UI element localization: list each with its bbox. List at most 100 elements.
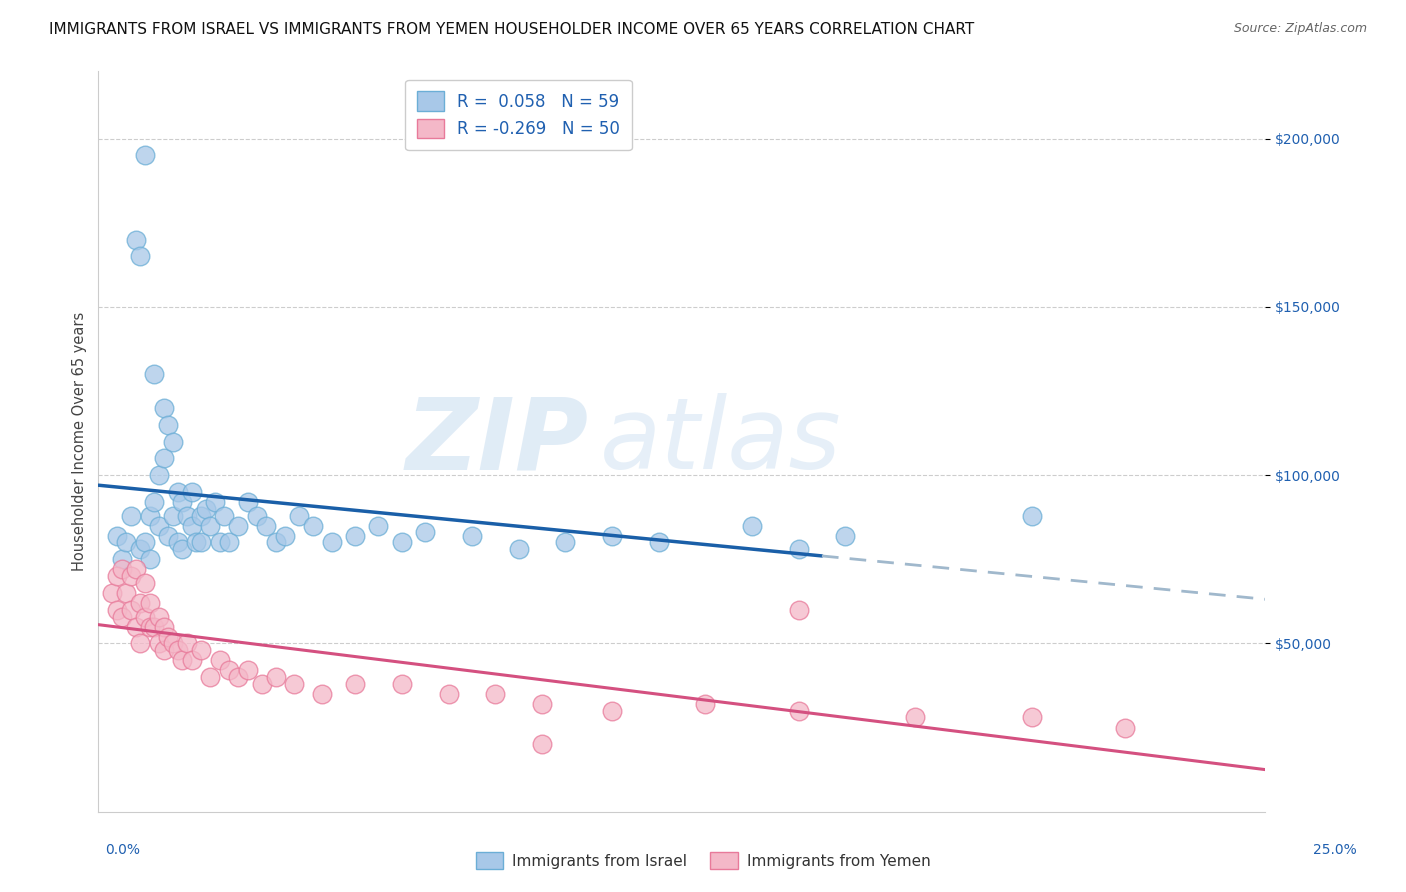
Point — [120, 569, 142, 583]
Point — [148, 468, 170, 483]
Point — [1021, 508, 1043, 523]
Point — [834, 529, 856, 543]
Point — [367, 518, 389, 533]
Point — [125, 562, 148, 576]
Point — [186, 535, 208, 549]
Point — [1021, 710, 1043, 724]
Point — [904, 710, 927, 724]
Point — [115, 535, 138, 549]
Point — [194, 501, 217, 516]
Point — [172, 542, 194, 557]
Point — [143, 368, 166, 382]
Point — [111, 562, 134, 576]
Point — [484, 687, 506, 701]
Point — [148, 609, 170, 624]
Point — [134, 535, 156, 549]
Text: 25.0%: 25.0% — [1313, 843, 1357, 857]
Y-axis label: Householder Income Over 65 years: Householder Income Over 65 years — [72, 312, 87, 571]
Point — [157, 417, 180, 432]
Point — [115, 586, 138, 600]
Point — [1114, 721, 1136, 735]
Point — [129, 636, 152, 650]
Point — [264, 670, 287, 684]
Point — [391, 535, 413, 549]
Point — [111, 609, 134, 624]
Point — [190, 508, 212, 523]
Point — [236, 664, 259, 678]
Point — [120, 603, 142, 617]
Point — [125, 619, 148, 633]
Point — [236, 495, 259, 509]
Point — [264, 535, 287, 549]
Point — [172, 495, 194, 509]
Point — [741, 518, 763, 533]
Point — [139, 552, 162, 566]
Point — [204, 495, 226, 509]
Point — [176, 508, 198, 523]
Point — [105, 569, 128, 583]
Point — [162, 508, 184, 523]
Point — [647, 535, 669, 549]
Point — [134, 609, 156, 624]
Point — [250, 677, 273, 691]
Point — [152, 643, 174, 657]
Point — [152, 619, 174, 633]
Point — [180, 653, 202, 667]
Point — [214, 508, 236, 523]
Point — [134, 575, 156, 590]
Point — [139, 596, 162, 610]
Point — [218, 664, 240, 678]
Point — [200, 670, 222, 684]
Point — [344, 529, 367, 543]
Point — [125, 233, 148, 247]
Point — [600, 704, 623, 718]
Point — [190, 535, 212, 549]
Text: 0.0%: 0.0% — [105, 843, 141, 857]
Point — [208, 535, 231, 549]
Point — [437, 687, 460, 701]
Point — [139, 508, 162, 523]
Point — [228, 670, 250, 684]
Point — [302, 518, 325, 533]
Point — [157, 529, 180, 543]
Point — [344, 677, 367, 691]
Point — [148, 518, 170, 533]
Point — [311, 687, 333, 701]
Text: Source: ZipAtlas.com: Source: ZipAtlas.com — [1233, 22, 1367, 36]
Point — [695, 697, 717, 711]
Point — [143, 619, 166, 633]
Point — [787, 603, 810, 617]
Point — [180, 518, 202, 533]
Point — [148, 636, 170, 650]
Point — [176, 636, 198, 650]
Text: atlas: atlas — [600, 393, 842, 490]
Point — [105, 529, 128, 543]
Point — [256, 518, 278, 533]
Point — [180, 485, 202, 500]
Point — [530, 697, 553, 711]
Point — [508, 542, 530, 557]
Text: IMMIGRANTS FROM ISRAEL VS IMMIGRANTS FROM YEMEN HOUSEHOLDER INCOME OVER 65 YEARS: IMMIGRANTS FROM ISRAEL VS IMMIGRANTS FRO… — [49, 22, 974, 37]
Point — [787, 704, 810, 718]
Point — [283, 677, 305, 691]
Point — [461, 529, 484, 543]
Point — [111, 552, 134, 566]
Point — [152, 451, 174, 466]
Legend: R =  0.058   N = 59, R = -0.269   N = 50: R = 0.058 N = 59, R = -0.269 N = 50 — [405, 79, 631, 150]
Point — [391, 677, 413, 691]
Point — [105, 603, 128, 617]
Text: ZIP: ZIP — [405, 393, 589, 490]
Point — [228, 518, 250, 533]
Point — [787, 542, 810, 557]
Point — [413, 525, 436, 540]
Point — [166, 485, 188, 500]
Point — [157, 630, 180, 644]
Point — [129, 542, 152, 557]
Legend: Immigrants from Israel, Immigrants from Yemen: Immigrants from Israel, Immigrants from … — [470, 846, 936, 875]
Point — [321, 535, 343, 549]
Point — [208, 653, 231, 667]
Point — [152, 401, 174, 415]
Point — [162, 434, 184, 449]
Point — [129, 596, 152, 610]
Point — [120, 508, 142, 523]
